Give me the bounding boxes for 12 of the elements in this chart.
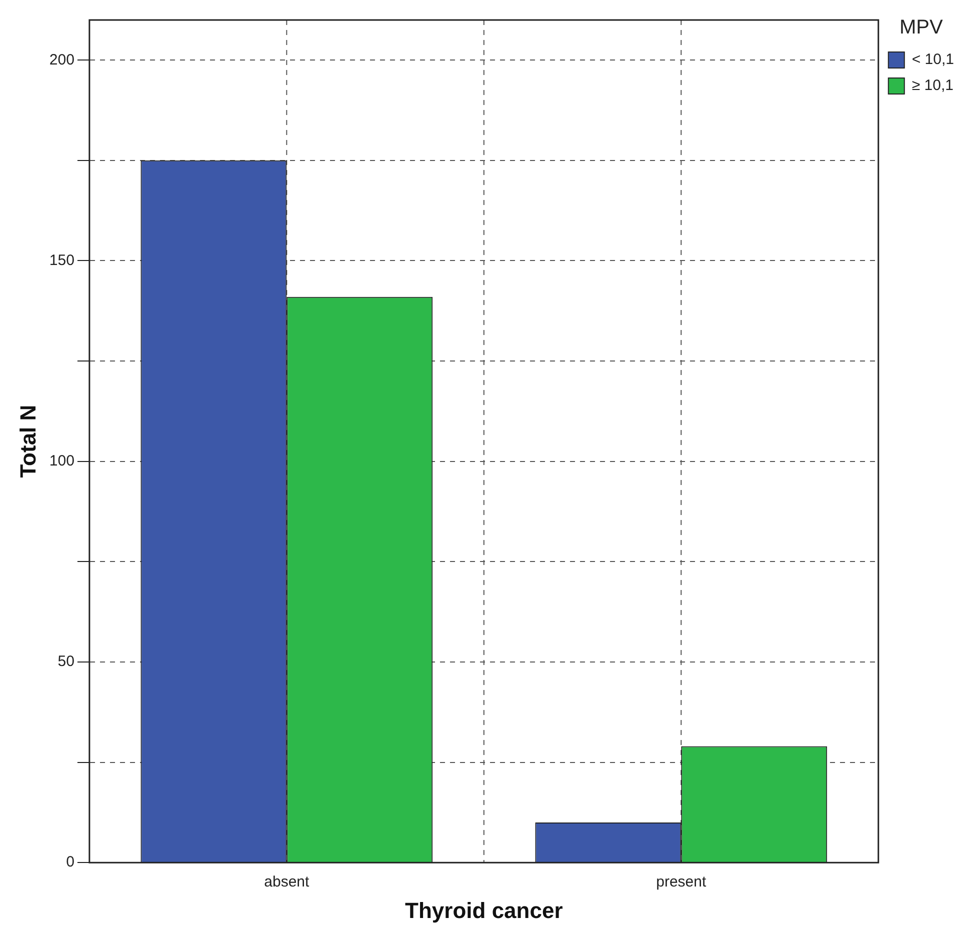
- legend-label: < 10,1: [912, 51, 954, 68]
- y-tick-label: 100: [49, 452, 74, 470]
- y-tick-label: 50: [58, 653, 74, 670]
- y-tick-label: 200: [49, 51, 74, 68]
- x-axis-title: Thyroid cancer: [405, 898, 564, 923]
- y-tick-label: 150: [49, 252, 74, 269]
- legend-title: MPV: [900, 16, 944, 39]
- legend-label: ≥ 10,1: [912, 77, 954, 94]
- y-tick-label: 0: [66, 854, 74, 871]
- x-tick-label: present: [656, 874, 707, 891]
- y-axis-title: Total N: [15, 404, 40, 478]
- x-tick-label: absent: [264, 874, 310, 891]
